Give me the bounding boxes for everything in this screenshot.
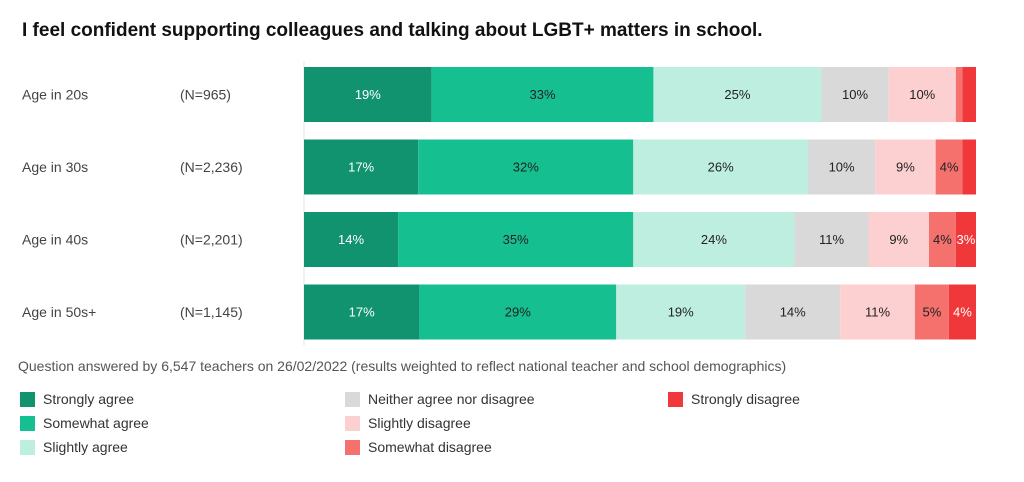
legend-item: Slightly disagree [345, 415, 471, 431]
bar-row: Age in 30s (N=2,236) 17% 32% 26% 10% 9% 4% [22, 139, 976, 195]
chart-title: I feel confident supporting colleagues a… [22, 20, 763, 41]
legend-label: Strongly disagree [691, 391, 800, 407]
bar-segment [653, 67, 822, 122]
bar-segment [914, 284, 949, 340]
legend-item: Somewhat disagree [345, 439, 492, 455]
bar-segment [868, 212, 929, 267]
data-label: 3% [957, 232, 976, 247]
data-label: 9% [889, 232, 908, 247]
category-label: Age in 50s+ [22, 304, 96, 320]
legend-swatch [20, 391, 35, 407]
bar-row: Age in 50s+ (N=1,145) 17% 29% 19% 14% 11% 5% 4% [22, 284, 976, 340]
legend-swatch [345, 415, 360, 431]
legend-swatch [20, 439, 35, 455]
legend-item: Strongly agree [20, 391, 134, 407]
bar-segment [633, 139, 808, 195]
legend-swatch [668, 391, 683, 407]
data-label: 11% [819, 232, 844, 247]
data-label: 10% [829, 160, 855, 175]
bar-segment [935, 139, 963, 195]
legend-swatch [345, 439, 360, 455]
data-label: 19% [355, 87, 381, 102]
category-label: Age in 40s [22, 232, 88, 248]
sample-size-label: (N=2,236) [180, 159, 243, 175]
data-label: 9% [896, 160, 915, 175]
bar-segment [304, 67, 432, 122]
legend-label: Neither agree nor disagree [368, 391, 535, 407]
data-label: 24% [701, 232, 727, 247]
data-label: 33% [530, 87, 556, 102]
data-label: 19% [668, 305, 694, 320]
bar-segment [875, 139, 936, 195]
data-label: 29% [505, 305, 531, 320]
bar-segment [808, 139, 876, 195]
bar-segment [419, 284, 617, 340]
bar-segment [418, 139, 634, 195]
sample-size-label: (N=965) [180, 87, 231, 103]
category-label: Age in 30s [22, 159, 88, 175]
bar-segment [948, 284, 976, 340]
bar-segment [794, 212, 869, 267]
legend-swatch [345, 391, 360, 407]
chart-footnote: Question answered by 6,547 teachers on 2… [18, 358, 787, 374]
legend-item: Slightly agree [20, 439, 128, 455]
data-label: 14% [338, 232, 364, 247]
bar-segment [304, 139, 419, 195]
legend-item: Strongly disagree [668, 391, 800, 407]
data-label: 17% [349, 305, 375, 320]
data-label: 26% [708, 160, 734, 175]
data-label: 4% [940, 160, 959, 175]
bar-segment [962, 139, 976, 195]
bar-segment [840, 284, 915, 340]
bar-segment [821, 67, 889, 122]
legend-label: Somewhat agree [43, 415, 149, 431]
bar-segment [745, 284, 841, 340]
data-label: 11% [865, 305, 890, 320]
bar-segment [304, 212, 399, 267]
bar-segment [962, 67, 976, 122]
bar-segment [431, 67, 654, 122]
data-label: 4% [953, 305, 972, 320]
legend-swatch [20, 415, 35, 431]
bar-segment [955, 67, 963, 122]
data-label: 35% [503, 232, 529, 247]
sample-size-label: (N=1,145) [180, 304, 243, 320]
legend-label: Somewhat disagree [368, 439, 492, 455]
bar-segment [398, 212, 634, 267]
legend-label: Strongly agree [43, 391, 135, 407]
bar-row: Age in 40s (N=2,201) 14% 35% 24% 11% 9% 4% 3% [22, 212, 976, 267]
data-label: 10% [842, 87, 868, 102]
data-label: 10% [909, 87, 935, 102]
data-label: 17% [348, 160, 374, 175]
bar-segment [955, 212, 976, 267]
bar-segment [928, 212, 956, 267]
data-label: 5% [922, 305, 941, 320]
bar-row: Age in 20s (N=965) 19% 33% 25% 10% 10% [22, 67, 976, 122]
legend-label: Slightly agree [43, 439, 128, 455]
bar-segment [304, 284, 420, 340]
legend-item: Neither agree nor disagree [345, 391, 535, 407]
data-label: 25% [724, 87, 750, 102]
data-label: 32% [513, 160, 539, 175]
data-label: 14% [780, 305, 806, 320]
legend-label: Slightly disagree [368, 415, 471, 431]
data-label: 4% [933, 232, 952, 247]
category-label: Age in 20s [22, 87, 88, 103]
bar-segment [633, 212, 795, 267]
sample-size-label: (N=2,201) [180, 232, 243, 248]
bar-segment [616, 284, 746, 340]
bar-segment [888, 67, 956, 122]
legend-item: Somewhat agree [20, 415, 149, 431]
